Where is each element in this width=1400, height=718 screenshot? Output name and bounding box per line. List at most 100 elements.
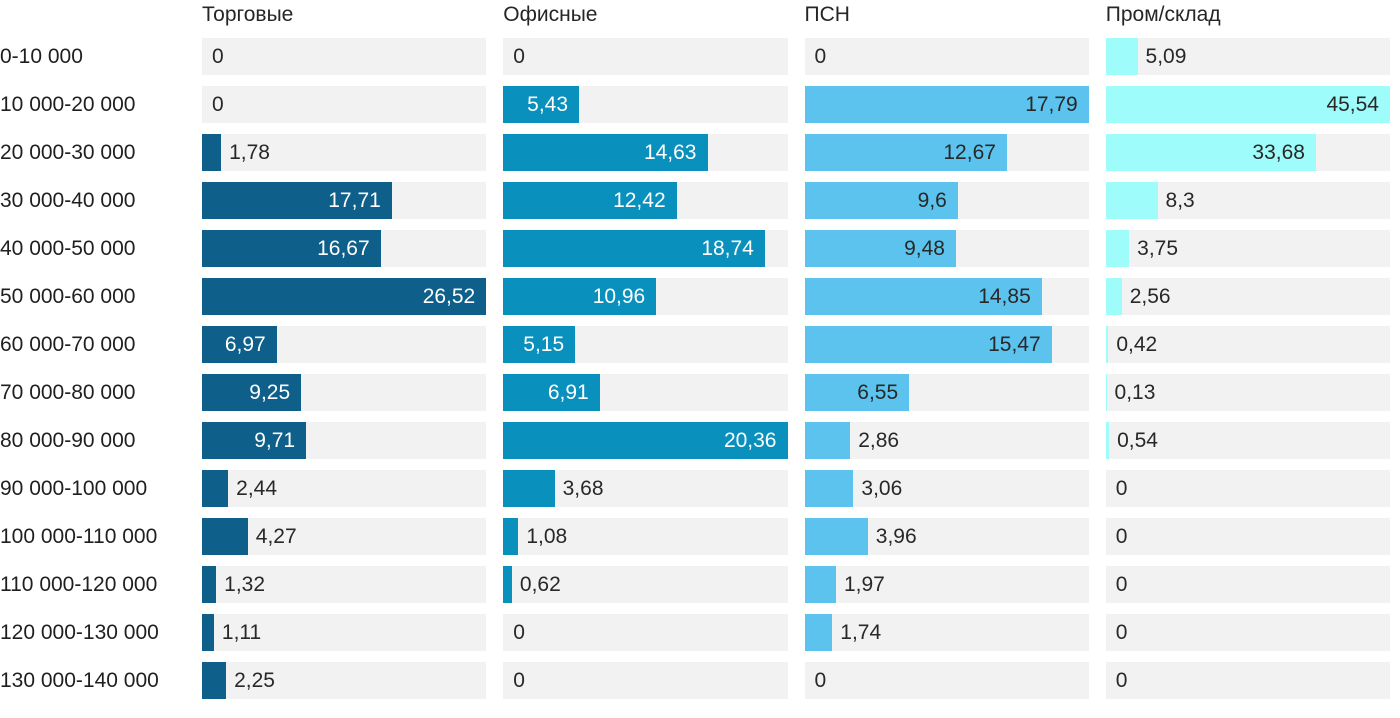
bar: 16,67	[202, 230, 381, 267]
bar-track: 9,25	[202, 374, 487, 411]
bar-value-label: 1,74	[840, 621, 882, 644]
bar-track: 0	[1105, 470, 1390, 507]
bar-value-label: 12,42	[613, 189, 666, 212]
bar-track: 0	[1105, 662, 1390, 699]
bar-track: 5,43	[503, 86, 788, 123]
bar	[1105, 278, 1122, 315]
bar-value-label: 0,62	[519, 573, 561, 596]
bar-value-label: 4,27	[255, 525, 297, 548]
bar-track: 45,54	[1105, 86, 1390, 123]
bar-value-label: 0,42	[1116, 333, 1158, 356]
bar	[202, 518, 248, 555]
bar-value-label: 0,13	[1114, 381, 1156, 404]
row-label: 110 000-120 000	[0, 572, 158, 596]
row-label: 80 000-90 000	[0, 428, 136, 452]
series-header-psn: ПСН	[804, 3, 850, 26]
bar	[804, 566, 836, 603]
bar-track: 16,67	[202, 230, 487, 267]
bar: 17,71	[202, 182, 392, 219]
bar: 6,97	[202, 326, 277, 363]
bar-track: 15,47	[804, 326, 1089, 363]
bar	[503, 518, 519, 555]
bar	[804, 470, 854, 507]
bar	[1105, 374, 1107, 411]
bar-track: 3,75	[1105, 230, 1390, 267]
bar-value-label: 9,71	[254, 429, 296, 452]
bar-track: 0	[1105, 566, 1390, 603]
bar-track: 12,42	[503, 182, 788, 219]
bar-track: 5,09	[1105, 38, 1390, 75]
bar-track: 3,06	[804, 470, 1089, 507]
bar-track: 14,63	[503, 134, 788, 171]
bar-value-label: 0	[1115, 621, 1128, 644]
bar-track: 0	[202, 38, 487, 75]
bar: 10,96	[503, 278, 657, 315]
bar-track: 12,67	[804, 134, 1089, 171]
row-label: 50 000-60 000	[0, 284, 136, 308]
bar-value-label: 0	[1115, 669, 1128, 692]
bar	[804, 518, 868, 555]
bar: 33,68	[1105, 134, 1316, 171]
bar-value-label: 9,6	[917, 189, 947, 212]
row-label: 90 000-100 000	[0, 476, 148, 500]
row-label: 20 000-30 000	[0, 140, 136, 164]
bar-value-label: 5,15	[523, 333, 565, 356]
bar-value-label: 0	[212, 45, 224, 68]
bar-value-label: 1,97	[843, 573, 885, 596]
bar: 6,55	[804, 374, 910, 411]
bar-value-label: 3,06	[861, 477, 903, 500]
bar-value-label: 33,68	[1252, 141, 1305, 164]
bar-track: 1,74	[804, 614, 1089, 651]
bar	[804, 422, 851, 459]
row-label: 120 000-130 000	[0, 620, 159, 644]
bar-track: 0	[503, 662, 788, 699]
row-label: 30 000-40 000	[0, 188, 136, 212]
bar-track: 1,78	[202, 134, 487, 171]
bar-track: 3,68	[503, 470, 788, 507]
bar-track: 6,55	[804, 374, 1089, 411]
bar-track: 0	[1105, 518, 1390, 555]
bar-value-label: 6,55	[857, 381, 899, 404]
bar-track: 8,3	[1105, 182, 1390, 219]
bar-track: 9,6	[804, 182, 1089, 219]
bar-track: 0	[804, 662, 1089, 699]
bar-value-label: 18,74	[701, 237, 754, 260]
bar-value-label: 14,63	[643, 141, 697, 164]
bar: 9,25	[202, 374, 302, 411]
series-header-torgovye: Торговые	[202, 3, 294, 26]
bar-track: 5,15	[503, 326, 788, 363]
bar-track: 26,52	[202, 278, 487, 315]
bar-value-label: 2,86	[858, 429, 900, 452]
bar-track: 9,48	[804, 230, 1089, 267]
bar-value-label: 5,43	[527, 93, 569, 116]
bar-value-label: 3,96	[875, 525, 917, 548]
bar: 18,74	[503, 230, 765, 267]
bar: 15,47	[804, 326, 1052, 363]
bar: 14,85	[804, 278, 1042, 315]
bar-track: 0,42	[1105, 326, 1390, 363]
bar-value-label: 45,54	[1326, 93, 1379, 116]
bar: 45,54	[1105, 86, 1390, 123]
bar-value-label: 1,08	[526, 525, 568, 548]
bar-track: 6,91	[503, 374, 788, 411]
bar-track: 0	[804, 38, 1089, 75]
bar-track: 0,62	[503, 566, 788, 603]
bar-value-label: 17,79	[1025, 93, 1078, 116]
bar-track: 1,97	[804, 566, 1089, 603]
bar: 26,52	[202, 278, 487, 315]
bar-value-label: 9,25	[249, 381, 291, 404]
bar-track: 2,56	[1105, 278, 1390, 315]
bar-value-label: 2,25	[234, 669, 275, 692]
row-label: 70 000-80 000	[0, 380, 136, 404]
bar-value-label: 10,96	[592, 285, 646, 308]
bar-track: 2,44	[202, 470, 487, 507]
bar-value-label: 12,67	[943, 141, 996, 164]
bar: 5,15	[503, 326, 576, 363]
row-label: 100 000-110 000	[0, 524, 158, 548]
corner-spacer	[0, 2, 185, 27]
bar-value-label: 2,56	[1129, 285, 1171, 308]
bar-value-label: 2,44	[236, 477, 278, 500]
bar	[1105, 182, 1158, 219]
bar	[503, 470, 555, 507]
